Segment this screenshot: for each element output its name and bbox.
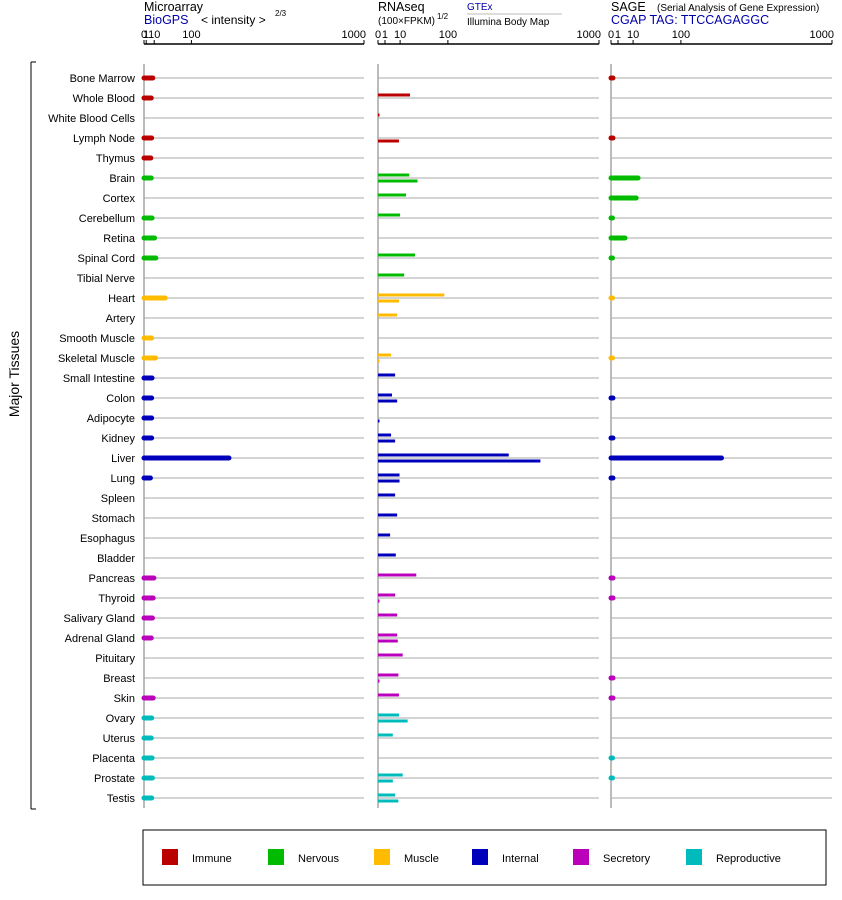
legend-label-secretory: Secretory: [603, 853, 651, 865]
tissue-label-placenta: Placenta: [92, 753, 136, 765]
tissue-label-heart: Heart: [108, 293, 135, 305]
tissue-label-salivary-gland: Salivary Gland: [63, 613, 135, 625]
sage-header: SAGE (Serial Analysis of Gene Expression)…: [611, 0, 819, 27]
tissue-label-skin: Skin: [114, 693, 135, 705]
sage-tick-label-10: 10: [627, 29, 639, 41]
rnaseq-tick-label-10: 10: [394, 29, 406, 41]
rnaseq-tick-label-1: 1: [382, 29, 388, 41]
tissue-label-brain: Brain: [109, 173, 135, 185]
tissue-labels: Bone Marrow Whole Blood White Blood Cells L…: [48, 73, 136, 805]
microarray-tick-label-0: 0: [141, 29, 147, 41]
tissue-label-white-blood-cells: White Blood Cells: [48, 113, 135, 125]
tissue-label-smooth-muscle: Smooth Muscle: [59, 333, 135, 345]
rnaseq-tick-label-100: 100: [439, 29, 457, 41]
legend-swatch-immune: [162, 849, 178, 865]
rnaseq-scale-note: (100×FPKM): [378, 16, 435, 27]
rnaseq-x-axis: 0 1 10 100 1000: [375, 29, 601, 45]
microarray-scale-exponent: 2/3: [275, 9, 287, 18]
sage-subtitle: (Serial Analysis of Gene Expression): [657, 3, 819, 14]
tissue-label-colon: Colon: [106, 393, 135, 405]
legend-label-internal: Internal: [502, 853, 539, 865]
sage-source: CGAP TAG: TTCCAGAGGC: [611, 13, 769, 27]
sage-tick-label-1000: 1000: [810, 29, 834, 41]
sage-tick-label-0: 0: [608, 29, 614, 41]
tissue-label-ovary: Ovary: [106, 713, 136, 725]
tissue-label-kidney: Kidney: [101, 433, 135, 445]
sage-tick-label-1: 1: [615, 29, 621, 41]
rnaseq-panel: RNAseq (100×FPKM) 1/2 GTEx Illumina Body Map…: [375, 0, 601, 808]
legend-label-muscle: Muscle: [404, 853, 439, 865]
sage-title: SAGE: [611, 0, 646, 14]
rnaseq-bars: [378, 93, 541, 803]
tissue-label-bladder: Bladder: [97, 553, 135, 565]
rnaseq-source-gtex: GTEx: [467, 2, 493, 13]
rnaseq-tick-label-1000: 1000: [577, 29, 601, 41]
microarray-title: Microarray: [144, 0, 204, 14]
sage-gridlines: [611, 77, 832, 799]
tissue-label-testis: Testis: [107, 793, 136, 805]
sage-bars: [608, 75, 724, 781]
tissue-label-cerebellum: Cerebellum: [79, 213, 135, 225]
legend-swatch-secretory: [573, 849, 589, 865]
rnaseq-source-illumina: Illumina Body Map: [467, 17, 550, 28]
microarray-scale-note: < intensity >: [201, 13, 266, 27]
tissue-label-lymph-node: Lymph Node: [73, 133, 135, 145]
tissue-label-pancreas: Pancreas: [89, 573, 136, 585]
tissue-label-thyroid: Thyroid: [98, 593, 135, 605]
sage-x-axis: 0 1 10 100 1000: [608, 29, 834, 45]
tissue-label-pituitary: Pituitary: [95, 653, 135, 665]
microarray-gridlines: [144, 77, 364, 799]
rnaseq-title: RNAseq: [378, 0, 425, 14]
legend-swatch-muscle: [374, 849, 390, 865]
legend-swatch-reproductive: [686, 849, 702, 865]
tissue-label-spleen: Spleen: [101, 493, 135, 505]
microarray-tick-label-100: 100: [182, 29, 200, 41]
tissue-label-cortex: Cortex: [103, 193, 136, 205]
rnaseq-header: RNAseq (100×FPKM) 1/2 GTEx Illumina Body Map: [378, 0, 562, 28]
tissue-label-retina: Retina: [103, 233, 136, 245]
tissue-label-thymus: Thymus: [96, 153, 136, 165]
y-axis-label: Major Tissues: [6, 331, 22, 417]
rnaseq-tick-label-0: 0: [375, 29, 381, 41]
microarray-tick-label-10: 10: [148, 29, 160, 41]
tissue-label-small-intestine: Small Intestine: [63, 373, 135, 385]
microarray-tick-label-1000: 1000: [342, 29, 366, 41]
microarray-bars: [141, 75, 232, 801]
legend: Immune Nervous Muscle Internal Secretory Repr…: [142, 829, 827, 886]
tissue-label-whole-blood: Whole Blood: [73, 93, 135, 105]
tissue-label-artery: Artery: [106, 313, 136, 325]
tissue-label-uterus: Uterus: [103, 733, 136, 745]
legend-label-immune: Immune: [192, 853, 232, 865]
tissue-label-prostate: Prostate: [94, 773, 135, 785]
tissue-label-spinal-cord: Spinal Cord: [78, 253, 135, 265]
rnaseq-gridlines: [378, 77, 599, 799]
tissue-label-bone-marrow: Bone Marrow: [70, 73, 135, 85]
tissue-label-skeletal-muscle: Skeletal Muscle: [58, 353, 135, 365]
legend-swatch-nervous: [268, 849, 284, 865]
tissue-label-lung: Lung: [111, 473, 135, 485]
tissue-label-stomach: Stomach: [92, 513, 135, 525]
tissue-label-adrenal-gland: Adrenal Gland: [65, 633, 135, 645]
tissue-label-breast: Breast: [103, 673, 135, 685]
major-tissues-bracket: Major Tissues: [6, 61, 36, 810]
rnaseq-scale-exponent: 1/2: [437, 12, 449, 21]
legend-label-nervous: Nervous: [298, 853, 339, 865]
microarray-tick-label-1: 1: [143, 29, 149, 41]
tissue-label-liver: Liver: [111, 453, 135, 465]
tissue-label-esophagus: Esophagus: [80, 533, 136, 545]
tissue-label-tibial-nerve: Tibial Nerve: [77, 273, 135, 285]
sage-tick-label-100: 100: [672, 29, 690, 41]
microarray-source: BioGPS: [144, 13, 188, 27]
legend-label-reproductive: Reproductive: [716, 853, 781, 865]
tissue-label-adipocyte: Adipocyte: [87, 413, 135, 425]
legend-swatch-internal: [472, 849, 488, 865]
sage-panel: SAGE (Serial Analysis of Gene Expression)…: [608, 0, 834, 808]
